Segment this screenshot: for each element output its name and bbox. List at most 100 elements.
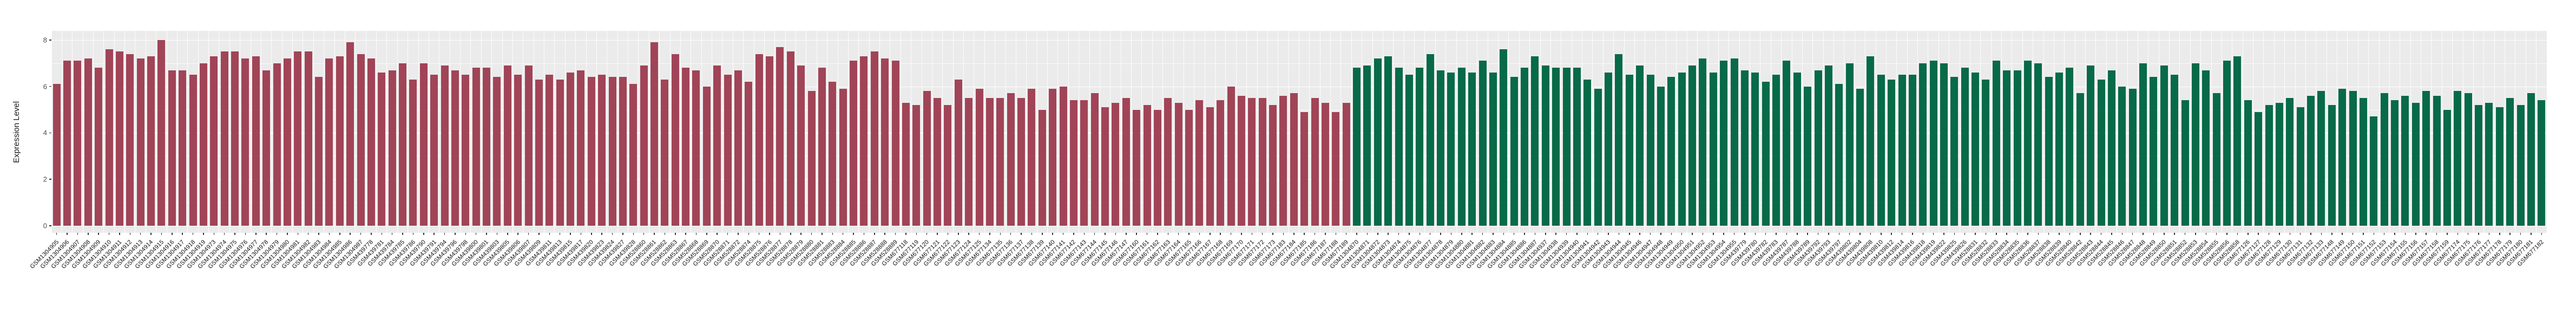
x-tick-mark bbox=[1304, 233, 1305, 235]
gridline-v bbox=[2273, 31, 2275, 233]
bar-GSM677118 bbox=[902, 102, 910, 226]
gridline-v bbox=[1068, 31, 1069, 233]
x-tick-mark bbox=[1996, 233, 1997, 235]
bar-GSM528849 bbox=[2150, 77, 2158, 226]
gridline-v bbox=[942, 31, 943, 233]
x-tick-mark bbox=[98, 233, 99, 235]
gridline-v bbox=[491, 31, 492, 233]
gridline-v bbox=[2200, 31, 2202, 233]
bar-GSM677188 bbox=[1332, 112, 1340, 226]
bar-GSM528878 bbox=[786, 51, 794, 226]
x-tick-mark bbox=[664, 233, 666, 235]
bar-GSM677163 bbox=[1164, 98, 1172, 226]
x-tick-mark bbox=[685, 233, 686, 235]
bar-GSM677183 bbox=[1279, 95, 1287, 226]
bar-GSM1304981 bbox=[294, 51, 302, 226]
x-label-anchor: GSM677182 bbox=[2421, 237, 2545, 267]
x-tick-mark bbox=[2289, 233, 2291, 235]
bar-GSM528886 bbox=[860, 56, 868, 226]
bar-GSM677180 bbox=[2516, 104, 2525, 226]
x-tick-mark bbox=[1062, 233, 1064, 235]
bar-GSM677165 bbox=[1185, 109, 1193, 226]
x-tick-mark bbox=[1975, 233, 1976, 235]
bar-GSM1304872 bbox=[1374, 58, 1382, 226]
bar-GSM528838 bbox=[2045, 77, 2053, 226]
x-tick-mark bbox=[1335, 233, 1337, 235]
bar-GSM1304883 bbox=[1489, 72, 1497, 226]
x-tick-mark bbox=[2237, 233, 2238, 235]
x-tick-mark bbox=[2509, 233, 2511, 235]
x-tick-mark bbox=[1587, 233, 1588, 235]
bar-GSM677186 bbox=[1311, 98, 1319, 226]
x-tick-mark bbox=[1272, 233, 1273, 235]
x-tick-mark bbox=[863, 233, 865, 235]
x-tick-mark bbox=[1325, 233, 1326, 235]
bar-GSM1304982 bbox=[304, 51, 312, 226]
gridline-v bbox=[1676, 31, 1677, 233]
x-tick-mark bbox=[1807, 233, 1808, 235]
x-tick-mark bbox=[1828, 233, 1829, 235]
gridline-v bbox=[1508, 31, 1509, 233]
gridline-v bbox=[271, 31, 272, 233]
bar-GSM439805 bbox=[503, 65, 511, 226]
bar-GSM528880 bbox=[807, 91, 816, 226]
x-tick-mark bbox=[559, 233, 561, 235]
bar-GSM1304908 bbox=[84, 58, 92, 226]
gridline-v bbox=[858, 31, 859, 233]
gridline-v bbox=[2483, 31, 2485, 233]
gridline-v bbox=[187, 31, 188, 233]
x-tick-mark bbox=[1482, 233, 1483, 235]
x-tick-mark bbox=[1450, 233, 1452, 235]
bar-GSM677121 bbox=[934, 98, 942, 226]
bar-GSM677145 bbox=[1101, 107, 1109, 226]
x-tick-mark bbox=[381, 233, 383, 235]
gridline-v bbox=[51, 31, 52, 233]
y-tick-mark-2 bbox=[49, 179, 51, 180]
gridline-v bbox=[2473, 31, 2474, 233]
x-tick-mark bbox=[1440, 233, 1441, 235]
bar-GSM1304952 bbox=[1699, 58, 1707, 226]
bar-GSM439797 bbox=[1835, 84, 1843, 226]
x-tick-mark bbox=[916, 233, 917, 235]
bar-GSM439787 bbox=[1783, 61, 1791, 226]
bar-GSM528854 bbox=[2202, 70, 2210, 226]
bar-GSM677170 bbox=[1237, 95, 1245, 226]
x-tick-mark bbox=[77, 233, 78, 235]
gridline-v bbox=[701, 31, 702, 233]
x-tick-mark bbox=[1021, 233, 1022, 235]
bar-GSM439818 bbox=[1919, 63, 1927, 226]
bar-GSM439825 bbox=[1950, 77, 1959, 226]
bar-GSM1304877 bbox=[1426, 54, 1434, 226]
bar-GSM528889 bbox=[891, 61, 899, 226]
bar-GSM677136 bbox=[1007, 93, 1015, 226]
x-tick-mark bbox=[2132, 233, 2133, 235]
gridline-v bbox=[1225, 31, 1226, 233]
x-tick-mark bbox=[2531, 233, 2532, 235]
x-tick-mark bbox=[371, 233, 372, 235]
x-tick-mark bbox=[874, 233, 875, 235]
bar-GSM528853 bbox=[2191, 63, 2199, 226]
bar-GSM677120 bbox=[923, 91, 931, 226]
gridline-v bbox=[2452, 31, 2453, 233]
gridline-v bbox=[659, 31, 660, 233]
bar-GSM1304912 bbox=[126, 54, 134, 226]
x-tick-mark bbox=[1210, 233, 1211, 235]
bar-GSM677134 bbox=[985, 98, 994, 226]
x-tick-mark bbox=[2457, 233, 2459, 235]
x-tick-mark bbox=[360, 233, 362, 235]
x-tick-mark bbox=[958, 233, 959, 235]
x-tick-mark bbox=[2321, 233, 2322, 235]
x-tick-mark bbox=[2488, 233, 2490, 235]
x-tick-mark bbox=[161, 233, 162, 235]
gridline-v bbox=[114, 31, 115, 233]
gridline-v bbox=[1802, 31, 1803, 233]
bar-GSM1304943 bbox=[1605, 72, 1613, 226]
bar-GSM528869 bbox=[702, 86, 711, 226]
x-tick-mark bbox=[989, 233, 990, 235]
bar-GSM677146 bbox=[1112, 102, 1120, 226]
x-tick-mark bbox=[779, 233, 781, 235]
bar-GSM439811 bbox=[546, 75, 554, 226]
bar-GSM677173 bbox=[1269, 104, 1277, 226]
bar-GSM1304881 bbox=[1468, 72, 1476, 226]
x-tick-mark bbox=[2143, 233, 2144, 235]
